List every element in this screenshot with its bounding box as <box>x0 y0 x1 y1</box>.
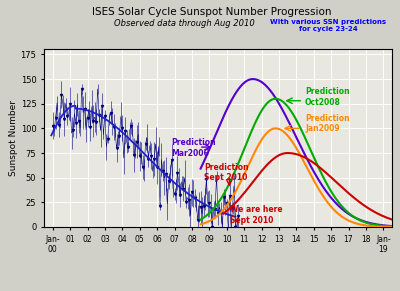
Text: Prediction
Sept 2010: Prediction Sept 2010 <box>204 163 249 182</box>
Text: With various SSN predictions
for cycle 23-24: With various SSN predictions for cycle 2… <box>270 19 386 32</box>
Text: Prediction
Jan2009: Prediction Jan2009 <box>305 114 350 133</box>
Text: We are here
Sept 2010: We are here Sept 2010 <box>230 205 283 225</box>
Text: Prediction
Oct2008: Prediction Oct2008 <box>305 87 350 107</box>
Text: Prediction
Mar2006: Prediction Mar2006 <box>171 139 216 158</box>
Text: Observed data through Aug 2010: Observed data through Aug 2010 <box>114 19 254 28</box>
Y-axis label: Sunspot Number: Sunspot Number <box>9 100 18 176</box>
Text: ISES Solar Cycle Sunspot Number Progression: ISES Solar Cycle Sunspot Number Progress… <box>92 7 332 17</box>
